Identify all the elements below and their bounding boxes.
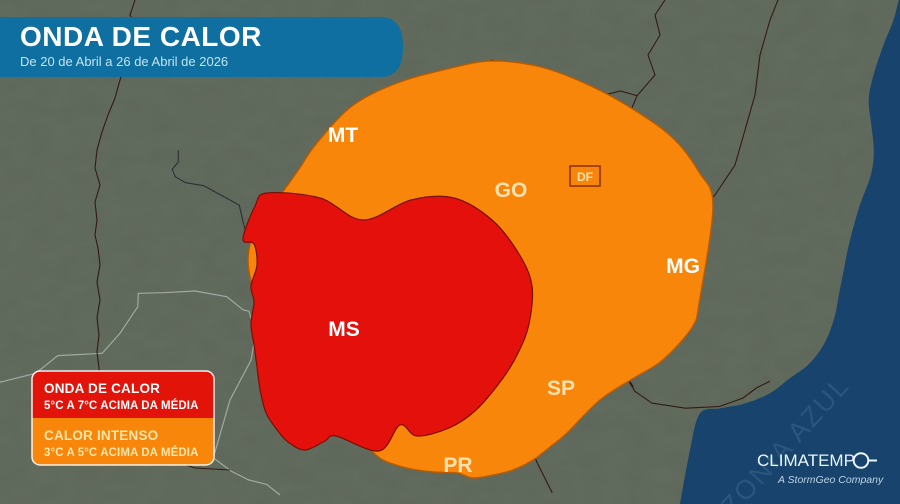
svg-text:A StormGeo Company: A StormGeo Company — [777, 474, 884, 486]
svg-text:CLIMATEMP: CLIMATEMP — [757, 451, 855, 470]
